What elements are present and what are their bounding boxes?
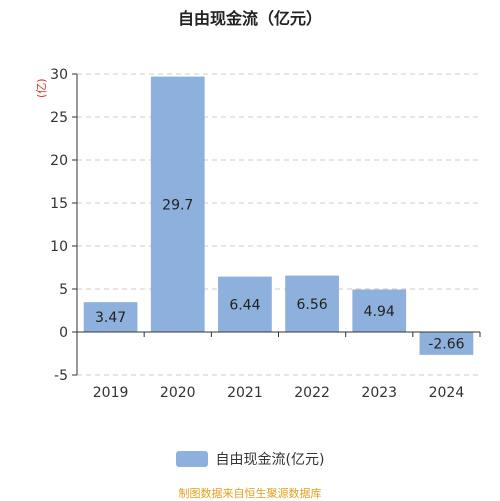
- bar: [352, 289, 407, 332]
- bar-value-label: 6.56: [296, 297, 327, 313]
- bars: [83, 76, 474, 355]
- bar-value-label: -2.66: [428, 336, 464, 352]
- bar-value-label: 6.44: [229, 297, 260, 313]
- source-note: 制图数据来自恒生聚源数据库: [178, 487, 322, 500]
- x-axis-ticks: 2019 2020 2021 2022 2023 2024: [93, 385, 465, 401]
- bar-value-label: 4.94: [364, 304, 395, 320]
- y-tick-label: 20: [50, 153, 68, 169]
- x-tick-label: 2022: [294, 385, 330, 401]
- y-axis-ticks: -5 0 5 10 15 20 25 30: [50, 67, 77, 384]
- legend-label: 自由现金流(亿元): [215, 452, 325, 468]
- bar-value-label: 3.47: [95, 310, 126, 326]
- legend[interactable]: 自由现金流(亿元): [0, 449, 500, 469]
- x-tick-label: 2024: [429, 385, 465, 401]
- bar: [419, 332, 474, 355]
- y-tick-label: 5: [59, 282, 68, 298]
- x-tick-label: 2023: [361, 385, 397, 401]
- bar: [83, 302, 138, 332]
- bar: [285, 275, 339, 332]
- y-tick-label: 10: [50, 239, 68, 255]
- axes: [76, 74, 481, 375]
- bar: [150, 76, 205, 332]
- bar: [218, 276, 272, 332]
- legend-swatch: [175, 451, 208, 467]
- bar-value-label: 29.7: [162, 197, 193, 213]
- y-tick-label: 15: [50, 196, 68, 212]
- y-tick-label: -5: [54, 368, 68, 384]
- gridlines: [77, 73, 480, 376]
- value-labels: 3.47 29.7 6.44 6.56 4.94 -2.66: [95, 197, 465, 352]
- x-tick-label: 2019: [93, 385, 129, 401]
- y-tick-label: 25: [50, 110, 68, 126]
- x-tick-label: 2021: [227, 385, 263, 401]
- x-tick-label: 2020: [160, 385, 196, 401]
- y-tick-label: 30: [50, 67, 68, 83]
- chart-title: 自由现金流（亿元）: [177, 9, 322, 28]
- y-tick-label: 0: [59, 325, 68, 341]
